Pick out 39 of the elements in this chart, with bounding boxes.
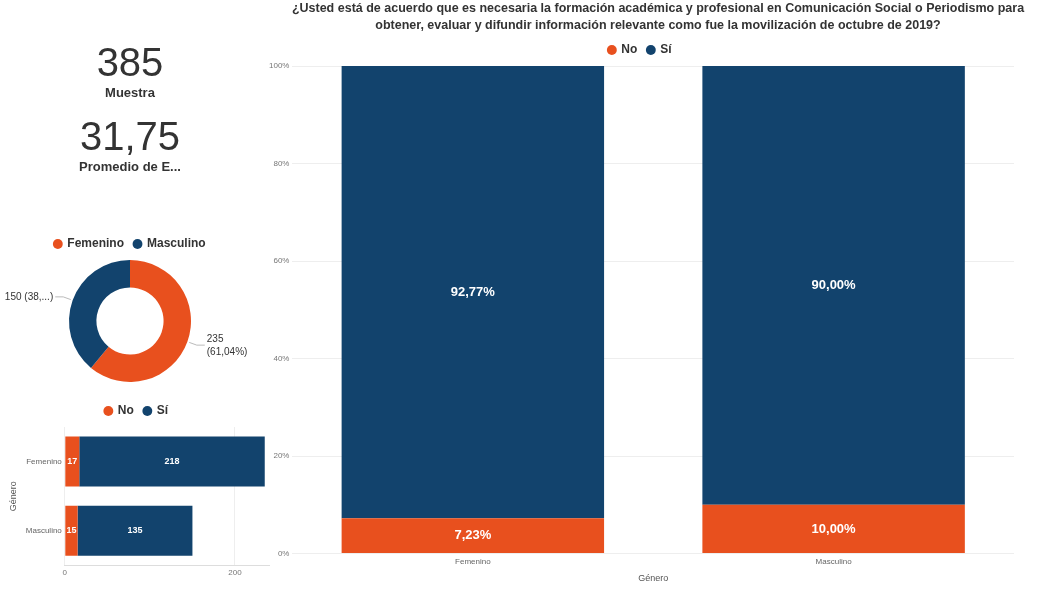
data-label: 90,00%: [811, 277, 857, 292]
data-label: 7,23%: [454, 527, 492, 543]
data-label: 15: [66, 525, 77, 536]
x-tick-label: 200: [228, 568, 243, 578]
bar: [77, 505, 193, 556]
y-tick-label: 80%: [273, 158, 290, 168]
y-tick-label: 100%: [268, 61, 290, 71]
data-label: 135: [127, 525, 143, 536]
y-axis-title: Género: [7, 481, 18, 512]
bar: [702, 66, 965, 505]
legend-label: Femenino: [67, 236, 124, 251]
data-label: 92,77%: [450, 283, 496, 299]
y-tick-label: 60%: [273, 256, 290, 266]
data-label: 17: [67, 456, 78, 467]
text: Muestra: [104, 85, 156, 100]
text: 31,75: [78, 114, 182, 159]
legend-label: Sí: [660, 42, 673, 57]
legend-label: Masculino: [147, 236, 206, 251]
bar: [702, 504, 965, 554]
bar: [65, 436, 80, 487]
text: 385: [95, 40, 165, 85]
data-label: 235 (61,04%): [206, 332, 248, 357]
bar: [65, 505, 78, 556]
legend-label: No: [621, 42, 638, 57]
legend-label: Sí: [156, 403, 169, 418]
data-label: 218: [164, 456, 180, 467]
x-axis-title: Género: [638, 573, 669, 584]
y-tick-label: 40%: [273, 353, 290, 363]
y-tick-label: 0%: [277, 548, 290, 558]
y-tick-label: 20%: [273, 451, 290, 461]
data-label: 10,00%: [811, 520, 857, 536]
chart-title: ¿Usted está de acuerdo que es necesaria la formación académica y profesional en Comunicación Social o Periodismo para obtener, evaluar y difundir información relevante como fue la movilización de octubre de 2019?: [290, 0, 1026, 34]
data-label: 150 (38,...): [4, 290, 54, 302]
text: Promedio de E...: [78, 159, 182, 174]
bar: [341, 518, 605, 554]
x-tick-label: 0: [62, 568, 68, 578]
bar: [79, 436, 265, 487]
bar: [341, 66, 605, 519]
legend-label: No: [117, 403, 134, 418]
